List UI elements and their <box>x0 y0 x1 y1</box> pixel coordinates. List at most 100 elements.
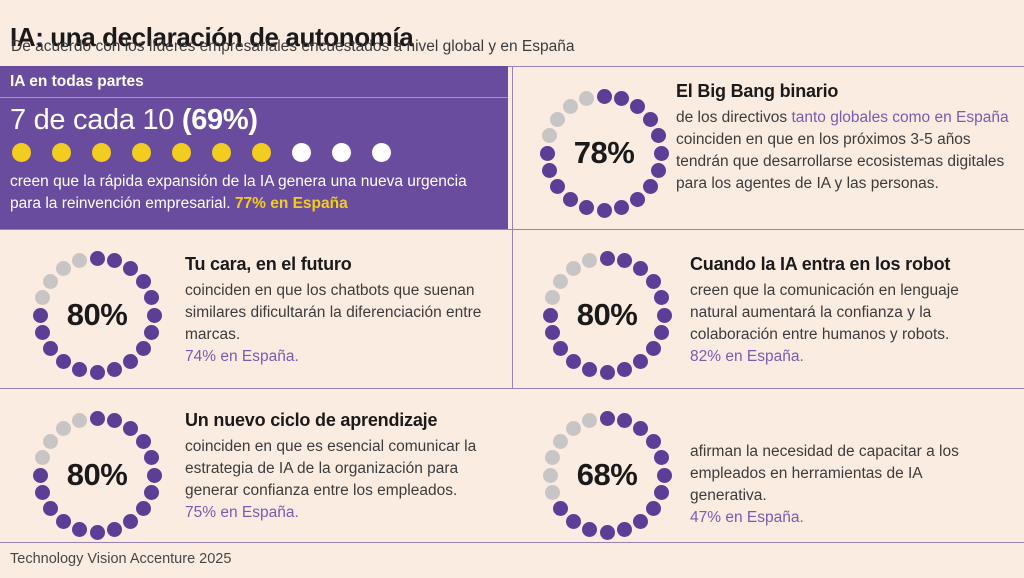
donut-dot-filled <box>35 485 51 501</box>
hero-tag-label: IA en todas partes <box>10 73 144 90</box>
hero-spain-highlight: 77% en España <box>234 195 348 212</box>
hero-dot-filled <box>132 143 151 162</box>
hero-dot-filled <box>252 143 271 162</box>
donut-dot-filled <box>633 261 648 277</box>
section-ciclo-aprendizaje: Un nuevo ciclo de aprendizaje coinciden … <box>185 409 515 524</box>
donut-dot-filled <box>617 253 633 269</box>
donut-dot-empty <box>71 253 87 269</box>
donut-dot-filled <box>599 524 615 540</box>
donut-dot-filled <box>617 521 633 537</box>
hero-dot-empty <box>372 143 391 162</box>
donut-dot-filled <box>599 410 615 426</box>
hero-dot-empty <box>332 143 351 162</box>
donut-chart-big-bang: 78% <box>529 78 679 228</box>
section-body: coinciden en que es esencial comunicar l… <box>185 438 477 499</box>
donut-dot-filled <box>553 341 569 356</box>
donut-dot-filled <box>32 307 48 323</box>
donut-dot-filled <box>578 199 594 215</box>
divider-row-2 <box>0 388 1024 389</box>
donut-percent-label: 80% <box>66 297 128 332</box>
donut-dot-filled <box>545 325 561 341</box>
donut-chart-tu-cara: 80% <box>22 240 172 390</box>
divider-footer <box>0 542 1024 543</box>
donut-dot-filled <box>653 145 669 161</box>
donut-dot-filled <box>599 250 615 266</box>
donut-dot-empty <box>565 261 581 277</box>
donut-dot-filled <box>43 501 59 516</box>
donut-dot-empty <box>581 413 597 429</box>
donut-dot-filled <box>89 524 105 540</box>
donut-dot-filled <box>143 325 159 341</box>
donut-dot-filled <box>43 341 59 356</box>
donut-dot-filled <box>55 513 71 529</box>
donut-dot-filled <box>146 467 162 483</box>
donut-dot-filled <box>135 501 151 516</box>
hero-divider-line <box>0 97 508 98</box>
donut-dot-empty <box>562 99 578 115</box>
hero-stat-prefix: 7 de cada 10 <box>10 104 182 136</box>
donut-dot-empty <box>550 111 566 127</box>
donut-dot-empty <box>553 433 569 449</box>
donut-dot-filled <box>653 449 669 465</box>
donut-dot-empty <box>71 413 87 429</box>
hero-stat: 7 de cada 10 (69%) <box>10 104 258 137</box>
donut-dot-filled <box>633 421 648 437</box>
section-big-bang: El Big Bang binario de los directivos ta… <box>676 80 1018 195</box>
section-body-accent: tanto globales como en España <box>791 109 1009 126</box>
donut-dot-filled <box>565 513 581 529</box>
donut-percent-label: 78% <box>573 135 635 170</box>
donut-dot-filled <box>614 91 630 107</box>
donut-percent-label: 80% <box>66 457 128 492</box>
donut-dot-filled <box>135 273 151 289</box>
donut-dot-filled <box>71 521 87 537</box>
section-tu-cara: Tu cara, en el futuro coinciden en que l… <box>185 253 503 368</box>
donut-percent-label: 80% <box>576 297 638 332</box>
donut-dot-filled <box>617 361 633 377</box>
donut-dot-filled <box>89 410 105 426</box>
donut-dot-filled <box>123 261 138 277</box>
donut-dot-filled <box>630 99 645 115</box>
section-body: creen que la comunicación en lenguaje na… <box>690 282 959 343</box>
donut-dot-filled <box>539 145 555 161</box>
section-body: afirman la necesidad de capacitar a los … <box>690 443 959 504</box>
donut-dot-filled <box>581 521 597 537</box>
hero-dot-filled <box>212 143 231 162</box>
donut-dot-filled <box>107 253 123 269</box>
section-ia-robot: Cuando la IA entra en los robot creen qu… <box>690 253 1006 368</box>
page-title: IA: una declaración de autonomía <box>10 22 414 53</box>
section-spain-stat: 47% en España. <box>690 509 804 526</box>
donut-dot-filled <box>553 501 569 516</box>
donut-dot-filled <box>123 421 138 437</box>
section-heading: Un nuevo ciclo de aprendizaje <box>185 410 438 430</box>
hero-body: creen que la rápida expansión de la IA g… <box>10 173 467 212</box>
donut-dot-empty <box>565 421 581 437</box>
donut-chart-ciclo-aprendizaje: 80% <box>22 400 172 550</box>
donut-dot-filled <box>542 163 558 179</box>
section-body: de los directivos <box>676 109 792 126</box>
donut-dot-filled <box>630 191 645 207</box>
divider-top-right <box>508 66 1024 67</box>
donut-dot-filled <box>656 467 672 483</box>
donut-dot-empty <box>545 449 561 465</box>
donut-dot-filled <box>633 513 648 529</box>
donut-dot-filled <box>143 485 159 501</box>
donut-dot-filled <box>596 202 612 218</box>
donut-dot-filled <box>123 513 138 529</box>
donut-dot-filled <box>653 325 669 341</box>
donut-dot-empty <box>578 91 594 107</box>
donut-dot-filled <box>135 433 151 449</box>
donut-dot-filled <box>123 353 138 369</box>
hero-body-text: creen que la rápida expansión de la IA g… <box>10 171 490 215</box>
hero-dot-filled <box>92 143 111 162</box>
donut-dot-filled <box>653 289 669 305</box>
donut-dot-filled <box>645 273 661 289</box>
donut-dot-filled <box>596 88 612 104</box>
donut-dot-empty <box>35 449 51 465</box>
donut-dot-filled <box>650 127 666 143</box>
donut-dot-filled <box>107 521 123 537</box>
donut-dot-filled <box>642 179 658 194</box>
section-ia-generativa: afirman la necesidad de capacitar a los … <box>690 441 990 529</box>
hero-dot-row <box>12 143 412 167</box>
donut-dot-filled <box>542 307 558 323</box>
donut-dot-empty <box>545 289 561 305</box>
